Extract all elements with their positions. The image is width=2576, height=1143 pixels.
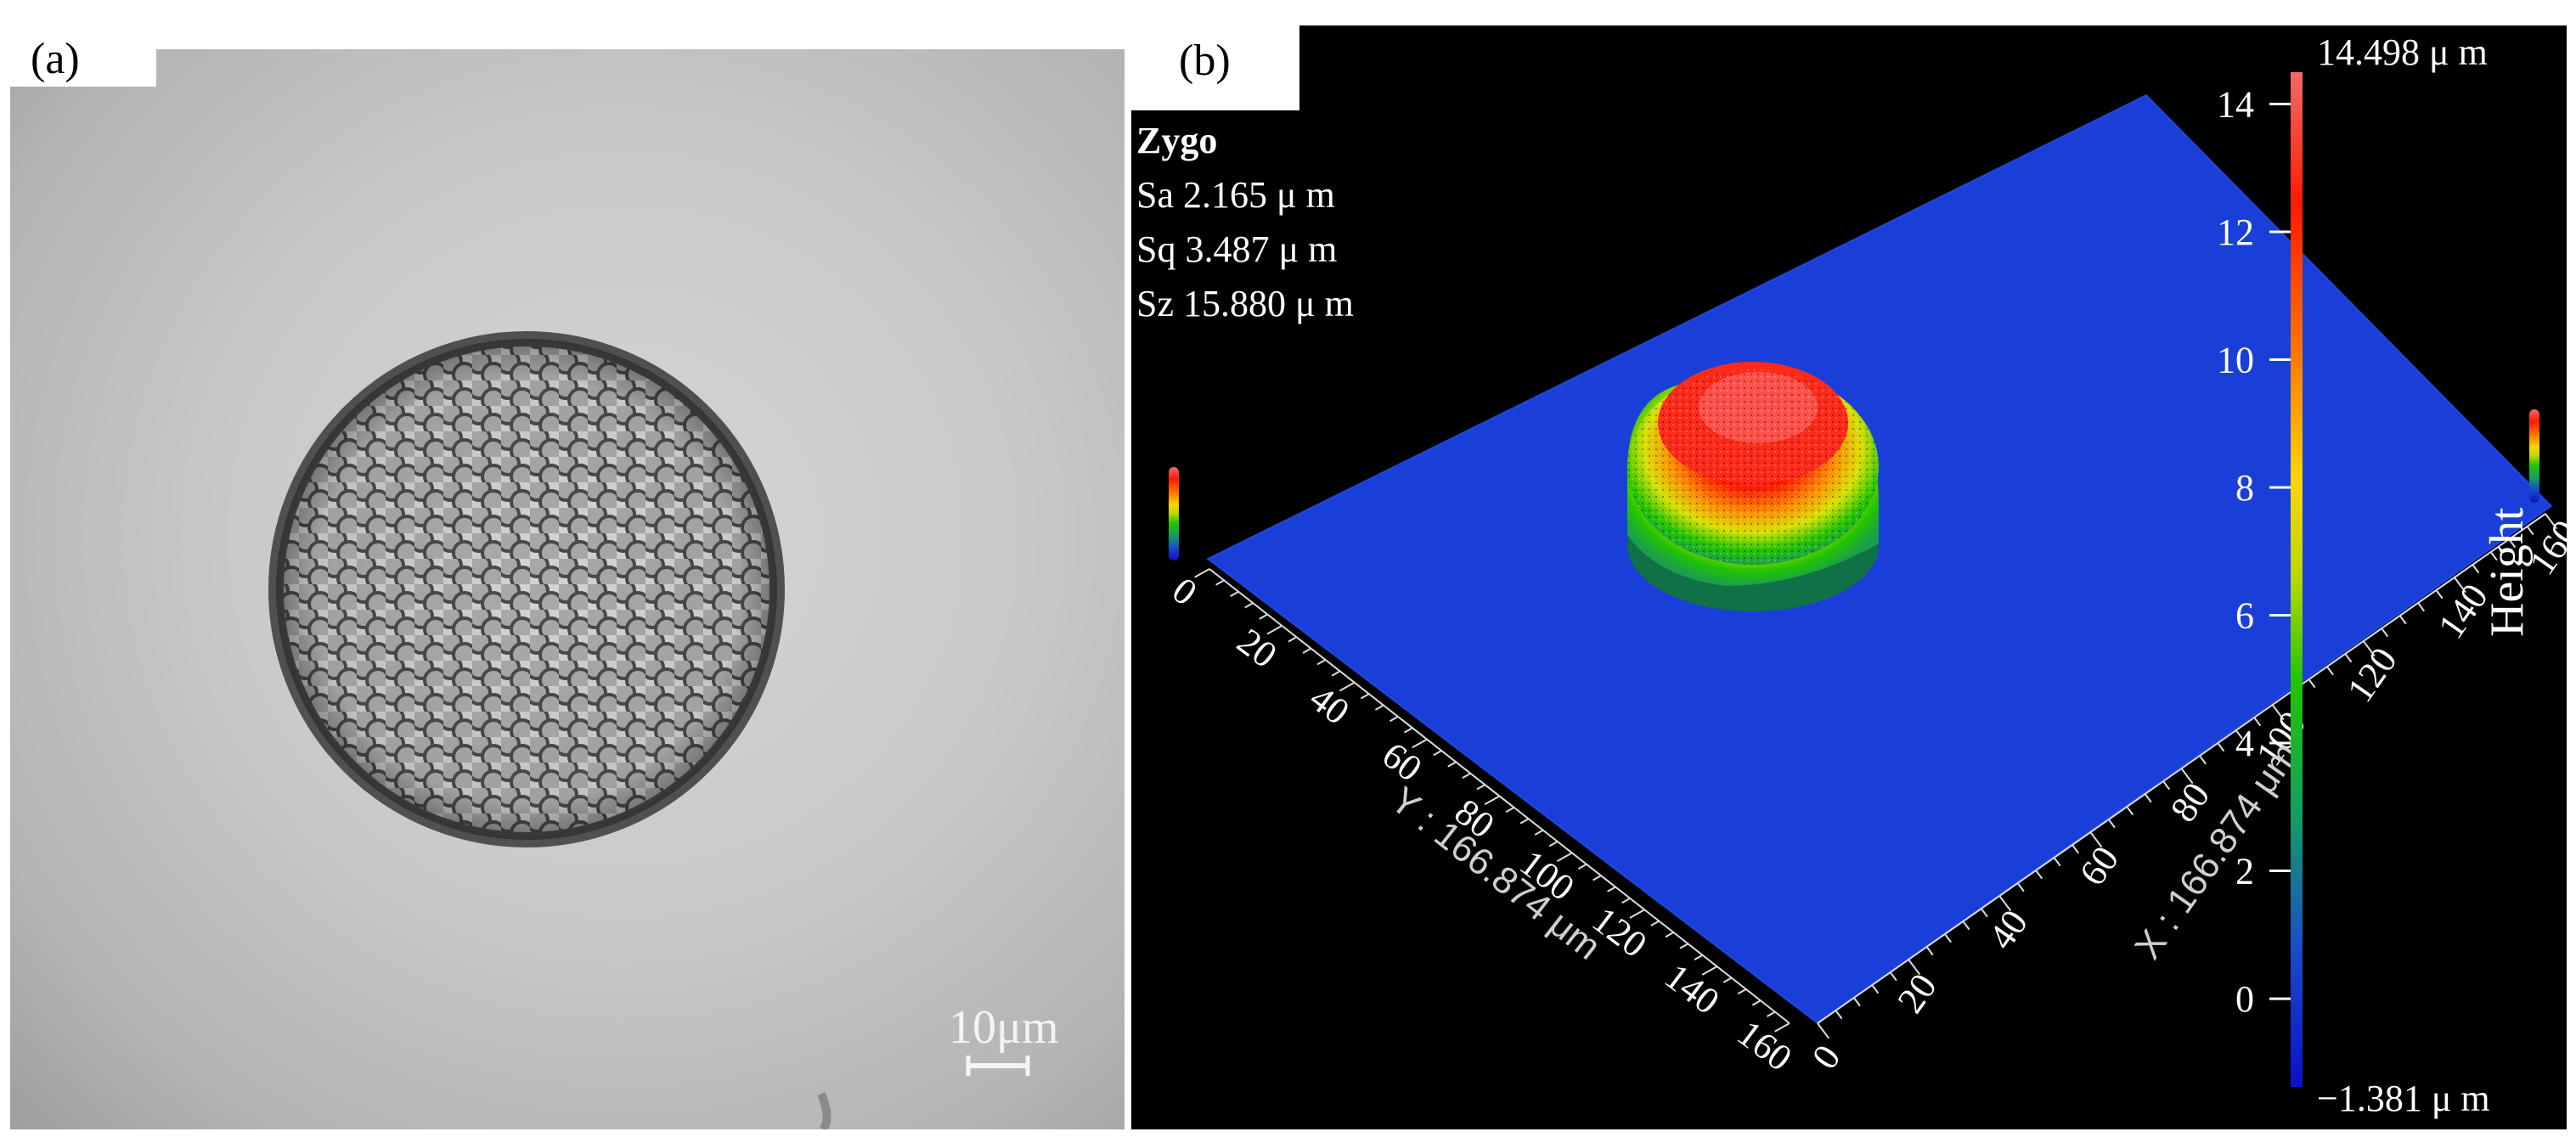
- x-tick-label: 20: [1890, 966, 1945, 1021]
- profilometry-panel: 0 20 40 60 80 100 120 140 160 Y : 166.874 μm 0 20 4…: [1131, 25, 2567, 1129]
- x-tick-label: 80: [2162, 775, 2218, 830]
- panel-a-label: (a): [10, 25, 156, 87]
- colorbar-tick-label: 6: [2235, 595, 2254, 637]
- instrument-name: Zygo: [1136, 120, 1218, 161]
- microlens-dome: [1627, 362, 1879, 611]
- colorbar-tick-label: 2: [2235, 851, 2254, 892]
- colorbar-max-label: 14.498 μ m: [2317, 31, 2488, 73]
- colorbar: [2291, 72, 2303, 1087]
- surface-plane: [1208, 95, 2551, 1023]
- colorbar-min-label: −1.381 μ m: [2317, 1078, 2490, 1119]
- x-tick-label: 0: [1804, 1038, 1849, 1077]
- stat-sz: Sz 15.880 μ m: [1136, 283, 1354, 324]
- micrograph-image: [268, 331, 1030, 1129]
- stat-sa: Sa 2.165 μ m: [1136, 174, 1335, 216]
- colorbar-tick-label: 0: [2235, 978, 2254, 1020]
- x-tick-label: 60: [2072, 839, 2127, 893]
- micrograph-panel: 10μm: [10, 49, 1125, 1129]
- x-tick-label: 40: [1981, 903, 2036, 957]
- colorbar-tick-label: 12: [2217, 211, 2254, 253]
- surface-stats: Zygo Sa 2.165 μ m Sq 3.487 μ m Sz 15.880…: [1136, 114, 1354, 331]
- colorbar-tick-label: 8: [2235, 467, 2254, 509]
- y-tick-label: 0: [1164, 569, 1204, 613]
- scale-bar-label: 10μm: [949, 1001, 1059, 1054]
- colorbar-tick-label: 14: [2217, 83, 2254, 125]
- colorbar-tick-label: 4: [2235, 723, 2254, 764]
- stat-sq: Sq 3.487 μ m: [1136, 228, 1338, 270]
- colorbar-title: Height: [2481, 507, 2534, 637]
- panel-b-label: (b): [1131, 25, 1299, 110]
- colorbar-tick-label: 10: [2217, 340, 2254, 381]
- colorbar-ticks: 14 12 10 8 6 4 2 0: [2217, 83, 2291, 1020]
